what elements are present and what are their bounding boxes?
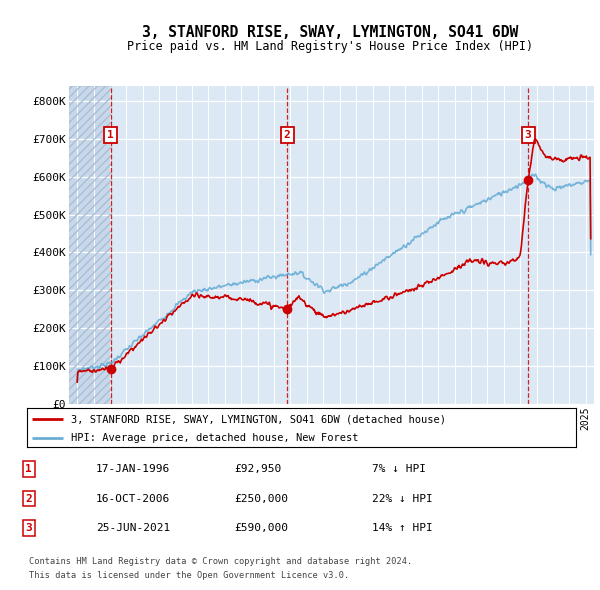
Text: 17-JAN-1996: 17-JAN-1996 — [96, 464, 170, 474]
Bar — [69, 86, 110, 404]
Text: 16-OCT-2006: 16-OCT-2006 — [96, 494, 170, 503]
Text: 2: 2 — [284, 130, 290, 140]
Text: 14% ↑ HPI: 14% ↑ HPI — [372, 523, 433, 533]
Text: 3, STANFORD RISE, SWAY, LYMINGTON, SO41 6DW (detached house): 3, STANFORD RISE, SWAY, LYMINGTON, SO41 … — [71, 414, 446, 424]
Text: 3, STANFORD RISE, SWAY, LYMINGTON, SO41 6DW: 3, STANFORD RISE, SWAY, LYMINGTON, SO41 … — [142, 25, 518, 40]
Text: 22% ↓ HPI: 22% ↓ HPI — [372, 494, 433, 503]
Text: Price paid vs. HM Land Registry's House Price Index (HPI): Price paid vs. HM Land Registry's House … — [127, 40, 533, 53]
Text: 1: 1 — [25, 464, 32, 474]
Text: This data is licensed under the Open Government Licence v3.0.: This data is licensed under the Open Gov… — [29, 571, 349, 580]
Text: Contains HM Land Registry data © Crown copyright and database right 2024.: Contains HM Land Registry data © Crown c… — [29, 557, 412, 566]
Text: 25-JUN-2021: 25-JUN-2021 — [96, 523, 170, 533]
Bar — [69, 86, 110, 404]
Text: HPI: Average price, detached house, New Forest: HPI: Average price, detached house, New … — [71, 433, 358, 443]
Text: 2: 2 — [25, 494, 32, 503]
Text: £92,950: £92,950 — [234, 464, 281, 474]
Text: 7% ↓ HPI: 7% ↓ HPI — [372, 464, 426, 474]
Text: 3: 3 — [25, 523, 32, 533]
Text: £590,000: £590,000 — [234, 523, 288, 533]
Text: £250,000: £250,000 — [234, 494, 288, 503]
Text: 1: 1 — [107, 130, 114, 140]
Text: 3: 3 — [524, 130, 532, 140]
